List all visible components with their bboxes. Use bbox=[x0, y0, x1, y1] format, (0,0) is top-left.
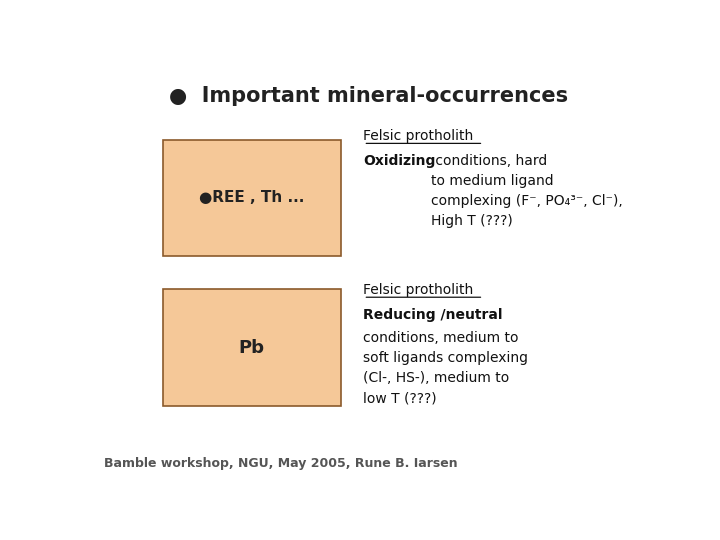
FancyBboxPatch shape bbox=[163, 289, 341, 406]
FancyBboxPatch shape bbox=[163, 140, 341, 256]
Text: Felsic protholith: Felsic protholith bbox=[364, 129, 474, 143]
Text: Felsic protholith: Felsic protholith bbox=[364, 283, 474, 297]
Text: ●  Important mineral-occurrences: ● Important mineral-occurrences bbox=[169, 85, 569, 106]
Text: conditions, hard
to medium ligand
complexing (F⁻, PO₄³⁻, Cl⁻),
High T (???): conditions, hard to medium ligand comple… bbox=[431, 154, 624, 228]
Text: Bamble workshop, NGU, May 2005, Rune B. Iarsen: Bamble workshop, NGU, May 2005, Rune B. … bbox=[104, 457, 458, 470]
Text: Reducing /neutral: Reducing /neutral bbox=[364, 308, 503, 322]
Text: conditions, medium to
soft ligands complexing
(Cl-, HS-), medium to
low T (???): conditions, medium to soft ligands compl… bbox=[364, 331, 528, 405]
Text: Oxidizing: Oxidizing bbox=[364, 154, 436, 168]
Text: ●REE , Th ...: ●REE , Th ... bbox=[199, 191, 305, 205]
Text: Pb: Pb bbox=[239, 339, 265, 356]
